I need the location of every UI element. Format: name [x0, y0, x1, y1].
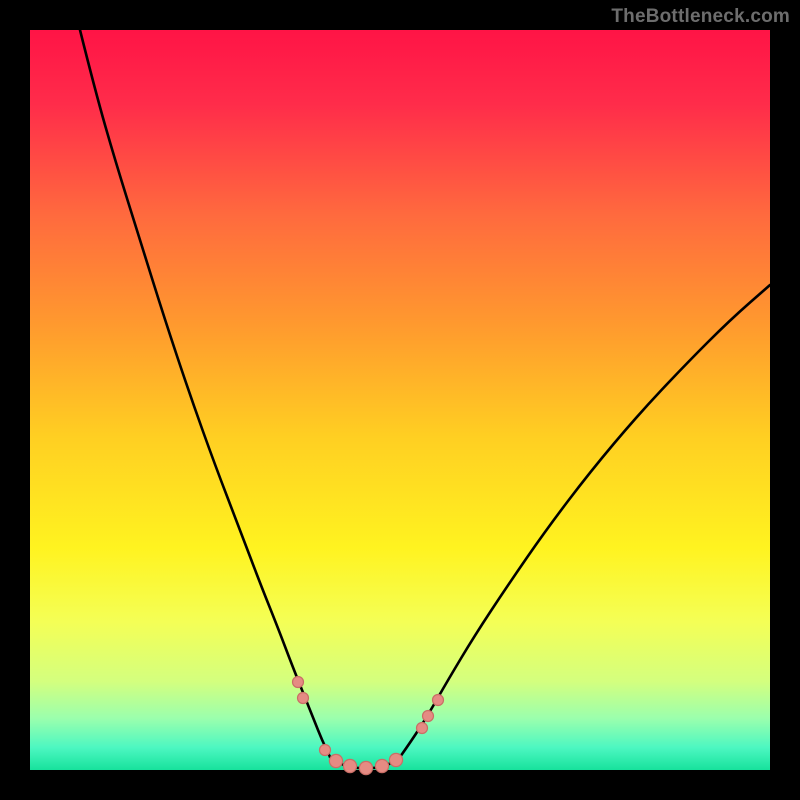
curve-layer	[30, 30, 770, 770]
marker-dot	[417, 723, 428, 734]
marker-dot	[433, 695, 444, 706]
marker-dot	[293, 677, 304, 688]
marker-dot	[320, 745, 331, 756]
left-branch-path	[80, 30, 330, 757]
plot-area	[30, 30, 770, 770]
marker-dot	[329, 754, 342, 767]
marker-dot	[343, 759, 356, 772]
source-watermark: TheBottleneck.com	[611, 6, 790, 28]
right-branch-path	[400, 285, 770, 757]
marker-dot	[298, 693, 309, 704]
marker-dot	[389, 753, 402, 766]
marker-dot	[375, 759, 388, 772]
marker-dot	[359, 761, 372, 774]
chart-stage: TheBottleneck.com	[0, 0, 800, 800]
marker-dot	[423, 711, 434, 722]
